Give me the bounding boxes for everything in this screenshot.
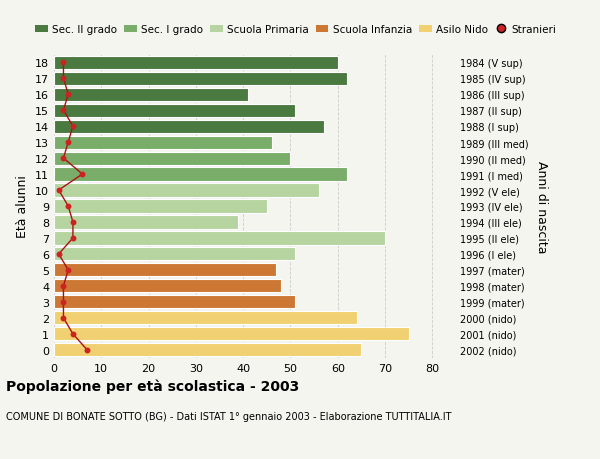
Bar xyxy=(54,104,295,118)
Text: Popolazione per età scolastica - 2003: Popolazione per età scolastica - 2003 xyxy=(6,379,299,393)
Bar xyxy=(54,136,272,149)
Bar xyxy=(54,200,267,213)
Point xyxy=(59,298,68,306)
Point xyxy=(64,267,73,274)
Bar xyxy=(54,120,323,134)
Point xyxy=(59,75,68,83)
Bar xyxy=(54,280,281,293)
Point xyxy=(64,203,73,210)
Bar xyxy=(54,73,347,85)
Bar xyxy=(54,168,347,181)
Y-axis label: Età alunni: Età alunni xyxy=(16,175,29,238)
Point xyxy=(64,139,73,146)
Bar xyxy=(54,216,238,229)
Point xyxy=(64,91,73,99)
Bar xyxy=(54,152,290,165)
Bar xyxy=(54,312,356,325)
Text: COMUNE DI BONATE SOTTO (BG) - Dati ISTAT 1° gennaio 2003 - Elaborazione TUTTITAL: COMUNE DI BONATE SOTTO (BG) - Dati ISTAT… xyxy=(6,411,452,421)
Point xyxy=(59,155,68,162)
Bar xyxy=(54,296,295,309)
Point xyxy=(68,330,78,338)
Bar xyxy=(54,264,276,277)
Bar xyxy=(54,248,295,261)
Bar xyxy=(54,89,248,101)
Point xyxy=(59,59,68,67)
Point xyxy=(59,107,68,115)
Legend: Sec. II grado, Sec. I grado, Scuola Primaria, Scuola Infanzia, Asilo Nido, Stran: Sec. II grado, Sec. I grado, Scuola Prim… xyxy=(31,21,561,39)
Bar xyxy=(54,328,409,341)
Point xyxy=(54,187,64,194)
Point xyxy=(59,314,68,322)
Bar xyxy=(54,343,361,357)
Point xyxy=(54,251,64,258)
Y-axis label: Anni di nascita: Anni di nascita xyxy=(535,160,548,253)
Point xyxy=(68,235,78,242)
Point xyxy=(77,171,87,179)
Point xyxy=(59,283,68,290)
Point xyxy=(68,219,78,226)
Point xyxy=(68,123,78,130)
Bar xyxy=(54,56,338,70)
Point xyxy=(82,347,92,354)
Bar xyxy=(54,232,385,245)
Bar xyxy=(54,184,319,197)
